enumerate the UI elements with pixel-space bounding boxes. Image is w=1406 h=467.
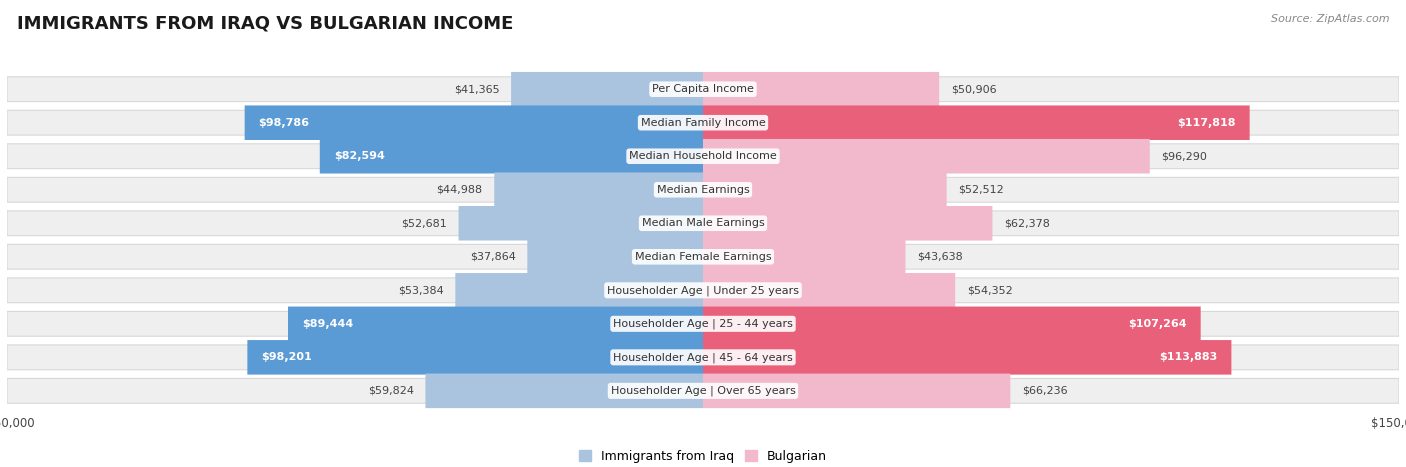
Text: $50,906: $50,906 [950, 84, 997, 94]
Text: $52,681: $52,681 [401, 218, 447, 228]
FancyBboxPatch shape [527, 240, 703, 274]
Text: $44,988: $44,988 [436, 185, 482, 195]
FancyBboxPatch shape [7, 110, 1399, 135]
FancyBboxPatch shape [247, 340, 703, 375]
FancyBboxPatch shape [7, 345, 1399, 370]
FancyBboxPatch shape [703, 139, 1150, 174]
FancyBboxPatch shape [703, 273, 955, 308]
FancyBboxPatch shape [319, 139, 703, 174]
Text: $53,384: $53,384 [398, 285, 444, 295]
Text: Source: ZipAtlas.com: Source: ZipAtlas.com [1271, 14, 1389, 24]
FancyBboxPatch shape [703, 374, 1011, 408]
Text: Per Capita Income: Per Capita Income [652, 84, 754, 94]
Text: Householder Age | Over 65 years: Householder Age | Over 65 years [610, 386, 796, 396]
Text: $43,638: $43,638 [917, 252, 963, 262]
Text: $89,444: $89,444 [302, 319, 353, 329]
Legend: Immigrants from Iraq, Bulgarian: Immigrants from Iraq, Bulgarian [574, 445, 832, 467]
Text: $52,512: $52,512 [959, 185, 1004, 195]
Text: $54,352: $54,352 [967, 285, 1012, 295]
FancyBboxPatch shape [7, 77, 1399, 102]
FancyBboxPatch shape [703, 306, 1201, 341]
FancyBboxPatch shape [7, 244, 1399, 269]
Text: $41,365: $41,365 [454, 84, 499, 94]
FancyBboxPatch shape [703, 72, 939, 106]
Text: Householder Age | 45 - 64 years: Householder Age | 45 - 64 years [613, 352, 793, 362]
FancyBboxPatch shape [510, 72, 703, 106]
FancyBboxPatch shape [7, 144, 1399, 169]
Text: $113,883: $113,883 [1159, 352, 1218, 362]
Text: Median Earnings: Median Earnings [657, 185, 749, 195]
Text: Median Family Income: Median Family Income [641, 118, 765, 127]
Text: $117,818: $117,818 [1177, 118, 1236, 127]
FancyBboxPatch shape [703, 172, 946, 207]
Text: Householder Age | 25 - 44 years: Householder Age | 25 - 44 years [613, 318, 793, 329]
Text: IMMIGRANTS FROM IRAQ VS BULGARIAN INCOME: IMMIGRANTS FROM IRAQ VS BULGARIAN INCOME [17, 14, 513, 32]
FancyBboxPatch shape [7, 278, 1399, 303]
FancyBboxPatch shape [426, 374, 703, 408]
FancyBboxPatch shape [7, 311, 1399, 336]
FancyBboxPatch shape [7, 177, 1399, 202]
Text: $98,201: $98,201 [262, 352, 312, 362]
Text: $96,290: $96,290 [1161, 151, 1208, 161]
Text: $66,236: $66,236 [1022, 386, 1067, 396]
Text: Median Female Earnings: Median Female Earnings [634, 252, 772, 262]
FancyBboxPatch shape [245, 106, 703, 140]
FancyBboxPatch shape [458, 206, 703, 241]
Text: Householder Age | Under 25 years: Householder Age | Under 25 years [607, 285, 799, 296]
FancyBboxPatch shape [456, 273, 703, 308]
FancyBboxPatch shape [288, 306, 703, 341]
Text: Median Household Income: Median Household Income [628, 151, 778, 161]
Text: $98,786: $98,786 [259, 118, 309, 127]
Text: $107,264: $107,264 [1128, 319, 1187, 329]
FancyBboxPatch shape [495, 172, 703, 207]
Text: $59,824: $59,824 [368, 386, 413, 396]
FancyBboxPatch shape [703, 340, 1232, 375]
Text: $82,594: $82,594 [333, 151, 385, 161]
Text: Median Male Earnings: Median Male Earnings [641, 218, 765, 228]
FancyBboxPatch shape [703, 206, 993, 241]
FancyBboxPatch shape [703, 106, 1250, 140]
Text: $37,864: $37,864 [470, 252, 516, 262]
FancyBboxPatch shape [7, 211, 1399, 236]
Text: $62,378: $62,378 [1004, 218, 1050, 228]
FancyBboxPatch shape [703, 240, 905, 274]
FancyBboxPatch shape [7, 378, 1399, 403]
